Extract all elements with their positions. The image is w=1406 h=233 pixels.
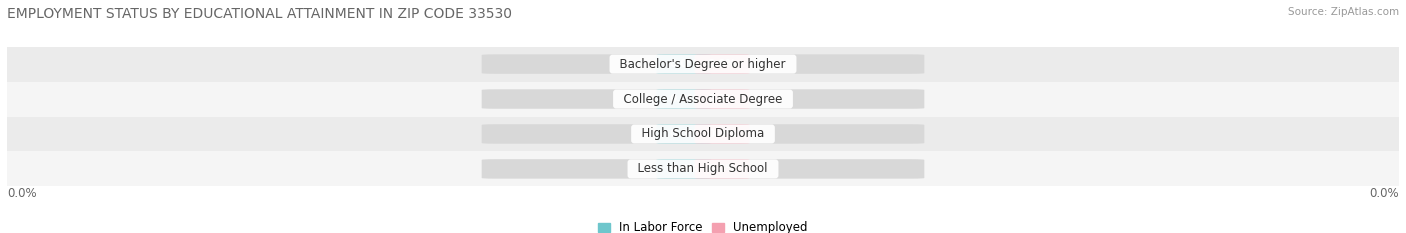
Text: Bachelor's Degree or higher: Bachelor's Degree or higher bbox=[613, 58, 793, 71]
Text: 0.0%: 0.0% bbox=[707, 164, 737, 174]
Text: 0.0%: 0.0% bbox=[669, 94, 699, 104]
FancyBboxPatch shape bbox=[482, 89, 924, 109]
Text: 0.0%: 0.0% bbox=[669, 129, 699, 139]
Text: EMPLOYMENT STATUS BY EDUCATIONAL ATTAINMENT IN ZIP CODE 33530: EMPLOYMENT STATUS BY EDUCATIONAL ATTAINM… bbox=[7, 7, 512, 21]
FancyBboxPatch shape bbox=[695, 159, 749, 178]
FancyBboxPatch shape bbox=[482, 54, 924, 74]
FancyBboxPatch shape bbox=[7, 47, 1399, 82]
Text: College / Associate Degree: College / Associate Degree bbox=[616, 93, 790, 106]
FancyBboxPatch shape bbox=[7, 82, 1399, 116]
Text: 0.0%: 0.0% bbox=[669, 164, 699, 174]
FancyBboxPatch shape bbox=[7, 116, 1399, 151]
Text: 0.0%: 0.0% bbox=[707, 129, 737, 139]
FancyBboxPatch shape bbox=[482, 124, 924, 144]
FancyBboxPatch shape bbox=[657, 55, 711, 74]
FancyBboxPatch shape bbox=[482, 159, 924, 179]
FancyBboxPatch shape bbox=[7, 151, 1399, 186]
FancyBboxPatch shape bbox=[695, 89, 749, 109]
Text: High School Diploma: High School Diploma bbox=[634, 127, 772, 140]
Legend: In Labor Force, Unemployed: In Labor Force, Unemployed bbox=[593, 217, 813, 233]
Text: 0.0%: 0.0% bbox=[707, 94, 737, 104]
Text: Less than High School: Less than High School bbox=[630, 162, 776, 175]
Text: 0.0%: 0.0% bbox=[7, 187, 37, 200]
Text: 0.0%: 0.0% bbox=[707, 59, 737, 69]
FancyBboxPatch shape bbox=[657, 89, 711, 109]
Text: Source: ZipAtlas.com: Source: ZipAtlas.com bbox=[1288, 7, 1399, 17]
FancyBboxPatch shape bbox=[695, 124, 749, 144]
FancyBboxPatch shape bbox=[657, 159, 711, 178]
FancyBboxPatch shape bbox=[695, 55, 749, 74]
FancyBboxPatch shape bbox=[657, 124, 711, 144]
Text: 0.0%: 0.0% bbox=[669, 59, 699, 69]
Text: 0.0%: 0.0% bbox=[1369, 187, 1399, 200]
